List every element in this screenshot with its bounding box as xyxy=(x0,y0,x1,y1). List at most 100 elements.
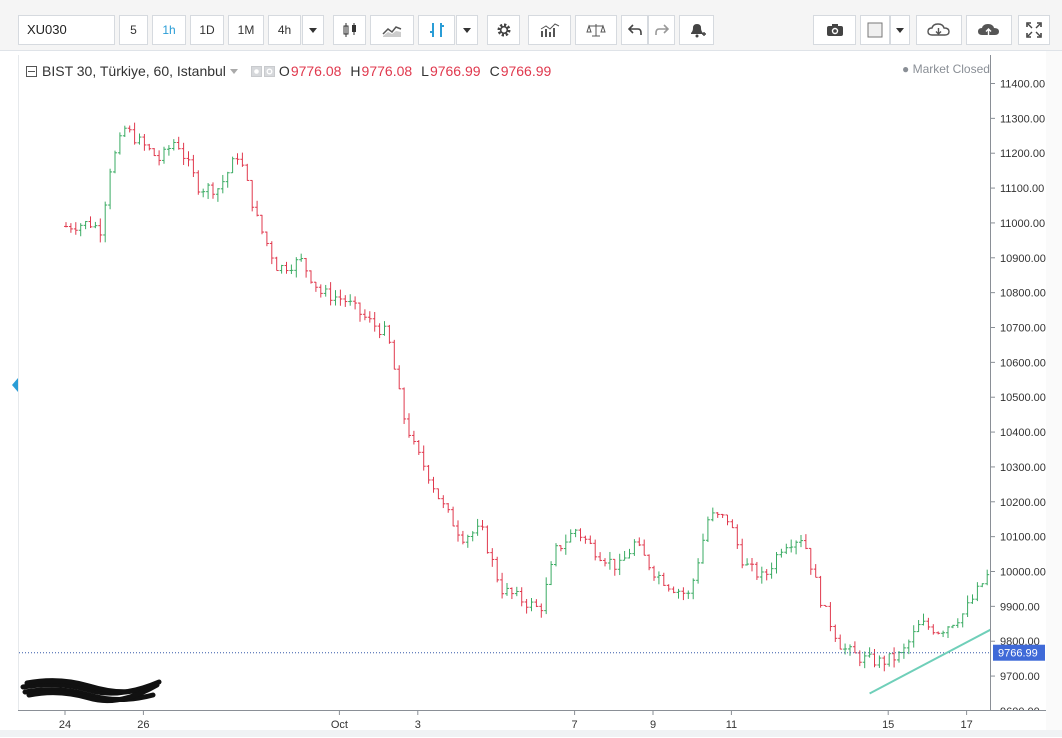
undo-button[interactable] xyxy=(621,15,648,45)
ohlc-bar xyxy=(137,133,142,145)
ohlc-bar xyxy=(313,281,318,292)
pane-collapse-handle[interactable] xyxy=(12,378,18,392)
compare-button[interactable] xyxy=(575,15,617,45)
price-tick-label: 10200.00 xyxy=(1000,497,1046,509)
ohlc-bar xyxy=(593,539,598,561)
price-tick-label: 11000.00 xyxy=(1000,218,1045,230)
ohlc-bar xyxy=(279,264,284,274)
chevron-down-icon[interactable] xyxy=(229,66,239,76)
ohlc-bar xyxy=(441,495,446,509)
time-axis: 2426Oct3791115172124 xyxy=(59,711,973,731)
redo-button[interactable] xyxy=(648,15,675,45)
chart-style-dropdown[interactable] xyxy=(456,15,478,45)
ohlc-bar xyxy=(926,617,931,630)
symbol-search-input[interactable]: XU030 xyxy=(18,15,115,45)
ohlc-bar xyxy=(701,533,705,564)
ohlc-bar xyxy=(691,578,696,600)
ohlc-bar xyxy=(612,558,617,576)
price-scale[interactable]: 11400.00 11300.00 11200.00 11100.00 11000.00… xyxy=(990,55,1047,718)
ohlc-bar xyxy=(534,599,539,608)
ohlc-bar xyxy=(931,624,936,635)
ohlc-bar xyxy=(88,216,93,229)
ohlc-bar xyxy=(603,558,607,567)
right-edge xyxy=(1046,51,1062,737)
ohlc-bar xyxy=(186,151,191,167)
chart-pane[interactable]: P xyxy=(18,55,1062,710)
ohlc-bar xyxy=(848,644,852,656)
ohlc-bar xyxy=(215,188,220,202)
ohlc-bar xyxy=(73,222,78,235)
ohlc-bar xyxy=(93,221,98,229)
ohlc-bar xyxy=(348,294,353,306)
price-plot[interactable]: P xyxy=(19,55,1062,710)
ohlc-bar xyxy=(201,188,206,198)
market-status-text: Market Closed xyxy=(912,62,990,76)
time-tick-label: 15 xyxy=(882,719,894,731)
ohlc-bar xyxy=(852,641,857,654)
top-toolbar: XU030 5 1h 1D 1M 4h xyxy=(0,0,1062,51)
ohlc-bar xyxy=(181,142,186,166)
time-tick-label: Oct xyxy=(331,719,348,731)
ohlc-bar xyxy=(823,604,828,607)
interval-1h-button[interactable]: 1h xyxy=(152,15,186,45)
ohlc-bar xyxy=(671,586,676,594)
ohlc-bar xyxy=(686,590,691,599)
price-tick-label: 11100.00 xyxy=(1000,183,1044,195)
ohlc-bar xyxy=(392,339,397,370)
layout-dropdown[interactable] xyxy=(890,15,910,45)
settings-button[interactable] xyxy=(487,15,520,45)
ohlc-bar xyxy=(416,440,421,455)
redacted-watermark xyxy=(20,678,162,704)
settings-small-icon[interactable] xyxy=(263,65,275,77)
price-tick-label: 10500.00 xyxy=(1000,392,1046,404)
undo-icon xyxy=(627,24,642,35)
indicators-button[interactable] xyxy=(528,15,571,45)
interval-1d-button[interactable]: 1D xyxy=(190,15,224,45)
camera-icon xyxy=(826,24,843,36)
interval-4h-button[interactable]: 4h xyxy=(268,15,301,45)
bars-icon xyxy=(429,23,444,37)
load-layout-button[interactable] xyxy=(916,15,962,45)
low-label: L xyxy=(421,63,429,79)
compare-scales-icon xyxy=(586,24,606,37)
interval-1m-button[interactable]: 1M xyxy=(228,15,264,45)
screenshot-button[interactable] xyxy=(813,15,856,45)
ohlc-bar xyxy=(299,253,304,262)
legend-symbol[interactable]: BIST 30, Türkiye, 60, Istanbul xyxy=(42,63,226,79)
ohlc-bar xyxy=(661,572,666,586)
price-tick-label: 11300.00 xyxy=(1000,113,1045,125)
chart-legend: BIST 30, Türkiye, 60, Istanbul O 9776.08 … xyxy=(26,62,560,80)
ohlc-bar xyxy=(206,183,211,199)
ohlc-bar xyxy=(289,264,294,274)
ohlc-bar xyxy=(867,647,872,658)
ohlc-bar xyxy=(294,257,299,278)
fullscreen-button[interactable] xyxy=(1018,15,1050,45)
layout-button[interactable] xyxy=(860,15,890,45)
price-tick-label: 10300.00 xyxy=(1000,462,1046,474)
ohlc-bar xyxy=(794,540,799,555)
interval-dropdown-button[interactable] xyxy=(302,15,324,45)
legend-collapse-icon[interactable] xyxy=(26,65,37,77)
ohlc-bar xyxy=(211,182,215,199)
ohlc-bar xyxy=(367,311,372,323)
ohlc-bar xyxy=(470,531,475,542)
eye-icon[interactable] xyxy=(250,65,262,77)
line-style-button[interactable] xyxy=(370,15,414,45)
ohlc-bar xyxy=(362,309,367,321)
ohlc-bar xyxy=(725,514,730,526)
ohlc-bar xyxy=(950,624,955,629)
ohlc-bar xyxy=(162,146,166,164)
bars-style-button[interactable] xyxy=(418,15,455,45)
ohlc-bar xyxy=(710,507,715,522)
ohlc-bar xyxy=(407,413,411,438)
high-label: H xyxy=(350,63,361,79)
interval-5-button[interactable]: 5 xyxy=(119,15,148,45)
ohlc-bar xyxy=(583,535,588,544)
ohlc-bar xyxy=(500,572,505,599)
ohlc-bar xyxy=(759,566,764,584)
alert-button[interactable] xyxy=(679,15,714,45)
candles-style-button[interactable] xyxy=(333,15,366,45)
ohlc-bar xyxy=(588,535,593,545)
ohlc-bar xyxy=(676,588,681,599)
save-layout-button[interactable] xyxy=(966,15,1012,45)
